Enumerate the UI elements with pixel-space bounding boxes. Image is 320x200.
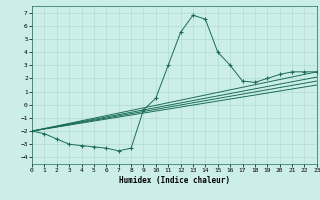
X-axis label: Humidex (Indice chaleur): Humidex (Indice chaleur): [119, 176, 230, 185]
